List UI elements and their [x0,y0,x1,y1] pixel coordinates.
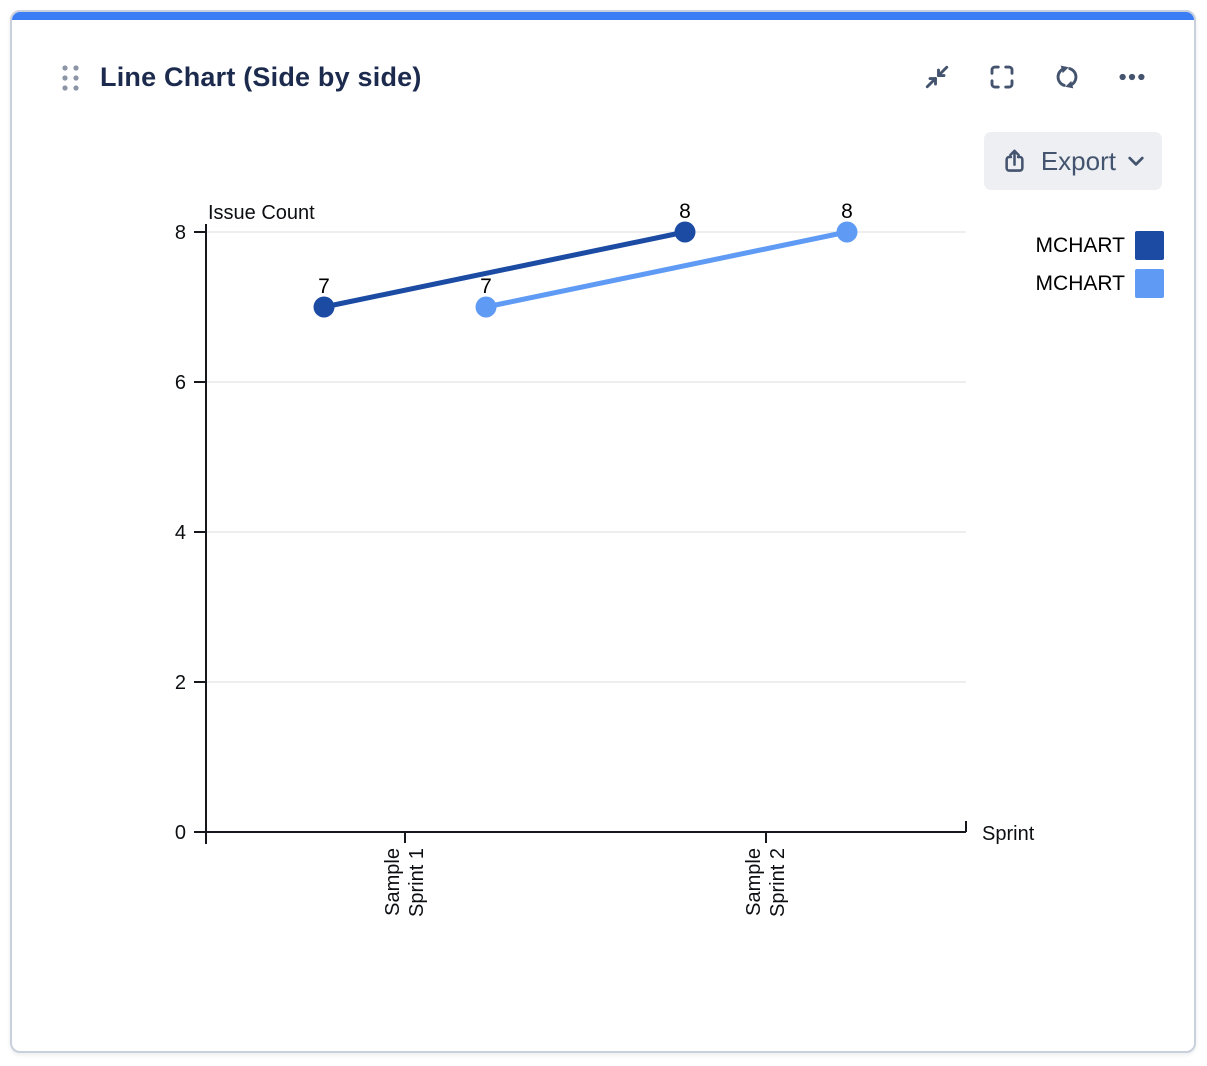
fullscreen-icon [987,62,1017,95]
svg-text:7: 7 [318,275,330,298]
legend-item[interactable]: MCHART [1036,231,1164,260]
legend-item[interactable]: MCHART [1036,269,1164,298]
drag-handle-icon[interactable] [61,63,81,93]
svg-text:6: 6 [175,372,186,394]
chart-canvas[interactable]: 0 2 4 6 8 Issue Count Sprint Sample Sprint 1 Samp… [12,12,1194,1051]
chart-gadget-card: Line Chart (Side by side) [10,10,1196,1053]
legend-swatch [1135,231,1164,260]
collapse-button[interactable] [917,58,957,98]
svg-text:8: 8 [841,200,853,223]
page-title: Line Chart (Side by side) [100,62,422,92]
export-button[interactable]: Export [983,132,1162,190]
more-options-icon [1117,62,1147,95]
svg-text:7: 7 [480,275,492,298]
refresh-button[interactable] [1047,58,1087,98]
svg-text:8: 8 [175,222,186,244]
svg-text:Issue Count: Issue Count [208,202,315,224]
card-accent-bar [12,12,1194,20]
gadget-toolbar [917,58,1152,98]
collapse-icon [922,62,952,95]
svg-text:0: 0 [175,822,186,844]
fullscreen-button[interactable] [982,58,1022,98]
svg-text:Sprint: Sprint [982,823,1035,845]
legend-swatch [1135,269,1164,298]
export-label: Export [1040,145,1116,176]
legend-label: MCHART [1035,271,1125,295]
svg-text:8: 8 [679,200,691,223]
chart-legend: MCHART MCHART [1036,231,1164,298]
export-icon [1000,147,1029,176]
chevron-down-icon [1128,156,1144,167]
refresh-icon [1052,62,1082,95]
legend-label: MCHART [1035,233,1125,257]
svg-text:4: 4 [175,522,186,544]
more-options-button[interactable] [1112,58,1152,98]
svg-text:2: 2 [175,672,186,694]
